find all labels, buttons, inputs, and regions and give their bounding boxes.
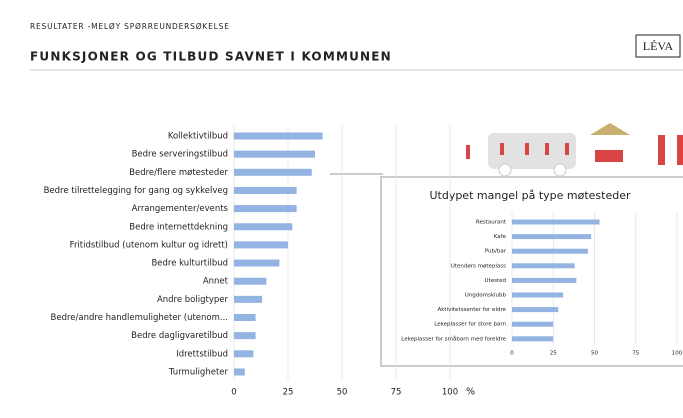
bar [234,241,288,248]
inset-title: Utdypet mangel på type møtesteder [429,189,631,202]
x-axis-label: % [466,387,475,398]
bar [512,278,576,283]
bar [234,133,323,140]
x-tick-label: 50 [337,388,348,398]
bar [512,263,575,268]
table [595,150,623,162]
supertitle: RESULTATER -MELØY SPØRREUNDERSØKELSE [30,22,230,31]
y-tick-label: Bedre/flere møtesteder [129,168,228,178]
y-tick-label: Turmuligheter [168,367,229,377]
person [500,143,504,155]
y-tick-label: Lekeplasser for småbarn med foreldre [401,335,506,342]
bar [234,260,279,267]
y-tick-label: Lekeplasser for store barn [434,322,506,328]
x-tick-label: 25 [550,351,557,357]
y-tick-label: Utested [485,278,506,284]
person [525,143,529,155]
x-tick-label: 0 [510,351,514,357]
y-tick-label: Restaurant [476,220,507,226]
bar [234,278,266,285]
y-tick-label: Idrettstilbud [176,349,228,359]
x-tick-label: 75 [632,351,639,357]
person [565,143,569,155]
bar [512,336,553,341]
y-tick-label: Annet [203,277,229,287]
bar [512,322,553,327]
x-tick-label: 75 [391,388,402,398]
person [466,145,470,159]
y-tick-label: Bedre/andre handlemuligheter (utenom... [51,313,228,323]
y-tick-label: Pub/bar [485,249,507,255]
y-tick-label: Arrangementer/events [132,204,229,214]
logo: LÉVA [643,39,674,53]
bar [512,249,588,254]
x-tick-label: 100 [442,388,458,398]
x-tick-label: 50 [591,351,598,357]
y-tick-label: Bedre kulturtilbud [151,259,228,269]
bar [512,293,563,298]
y-tick-label: Kollektivtilbud [168,132,228,142]
bar [234,187,297,194]
person [677,135,683,165]
y-tick-label: Ungdomsklubb [465,293,507,299]
y-tick-label: Kafe [494,234,507,240]
y-tick-label: Bedre internettdekning [129,222,228,232]
bar [234,296,262,303]
y-tick-label: Utendørs møteplass [451,263,506,269]
y-tick-label: Fritidstilbud (utenom kultur og idrett) [70,240,228,250]
bar [234,151,315,158]
bar [234,205,297,212]
bar [234,314,256,321]
x-tick-label: 0 [231,388,236,398]
y-tick-label: Aktivitetssenter for eldre [437,307,506,313]
bar [234,223,292,230]
illustration [466,123,683,176]
person [658,135,665,165]
x-tick-label: 25 [283,388,294,398]
wheel [554,164,566,176]
bar [512,307,558,312]
bar [234,350,253,357]
y-tick-label: Bedre dagligvaretilbud [131,331,228,341]
bar [512,234,591,239]
umbrella [590,123,630,135]
page: RESULTATER -MELØY SPØRREUNDERSØKELSE FUN… [0,0,683,418]
chart-title: FUNKSJONER OG TILBUD SAVNET I KOMMUNEN [30,50,392,64]
bar [234,368,245,375]
wheel [499,164,511,176]
bar [512,220,599,225]
person [545,143,549,155]
bar [234,169,312,176]
x-tick-label: 100 [672,351,683,357]
bar [234,332,256,339]
y-tick-label: Bedre serveringstilbud [132,150,228,160]
y-tick-label: Bedre tilrettelegging for gang og sykkel… [44,186,228,196]
y-tick-label: Andre boligtyper [157,295,229,305]
